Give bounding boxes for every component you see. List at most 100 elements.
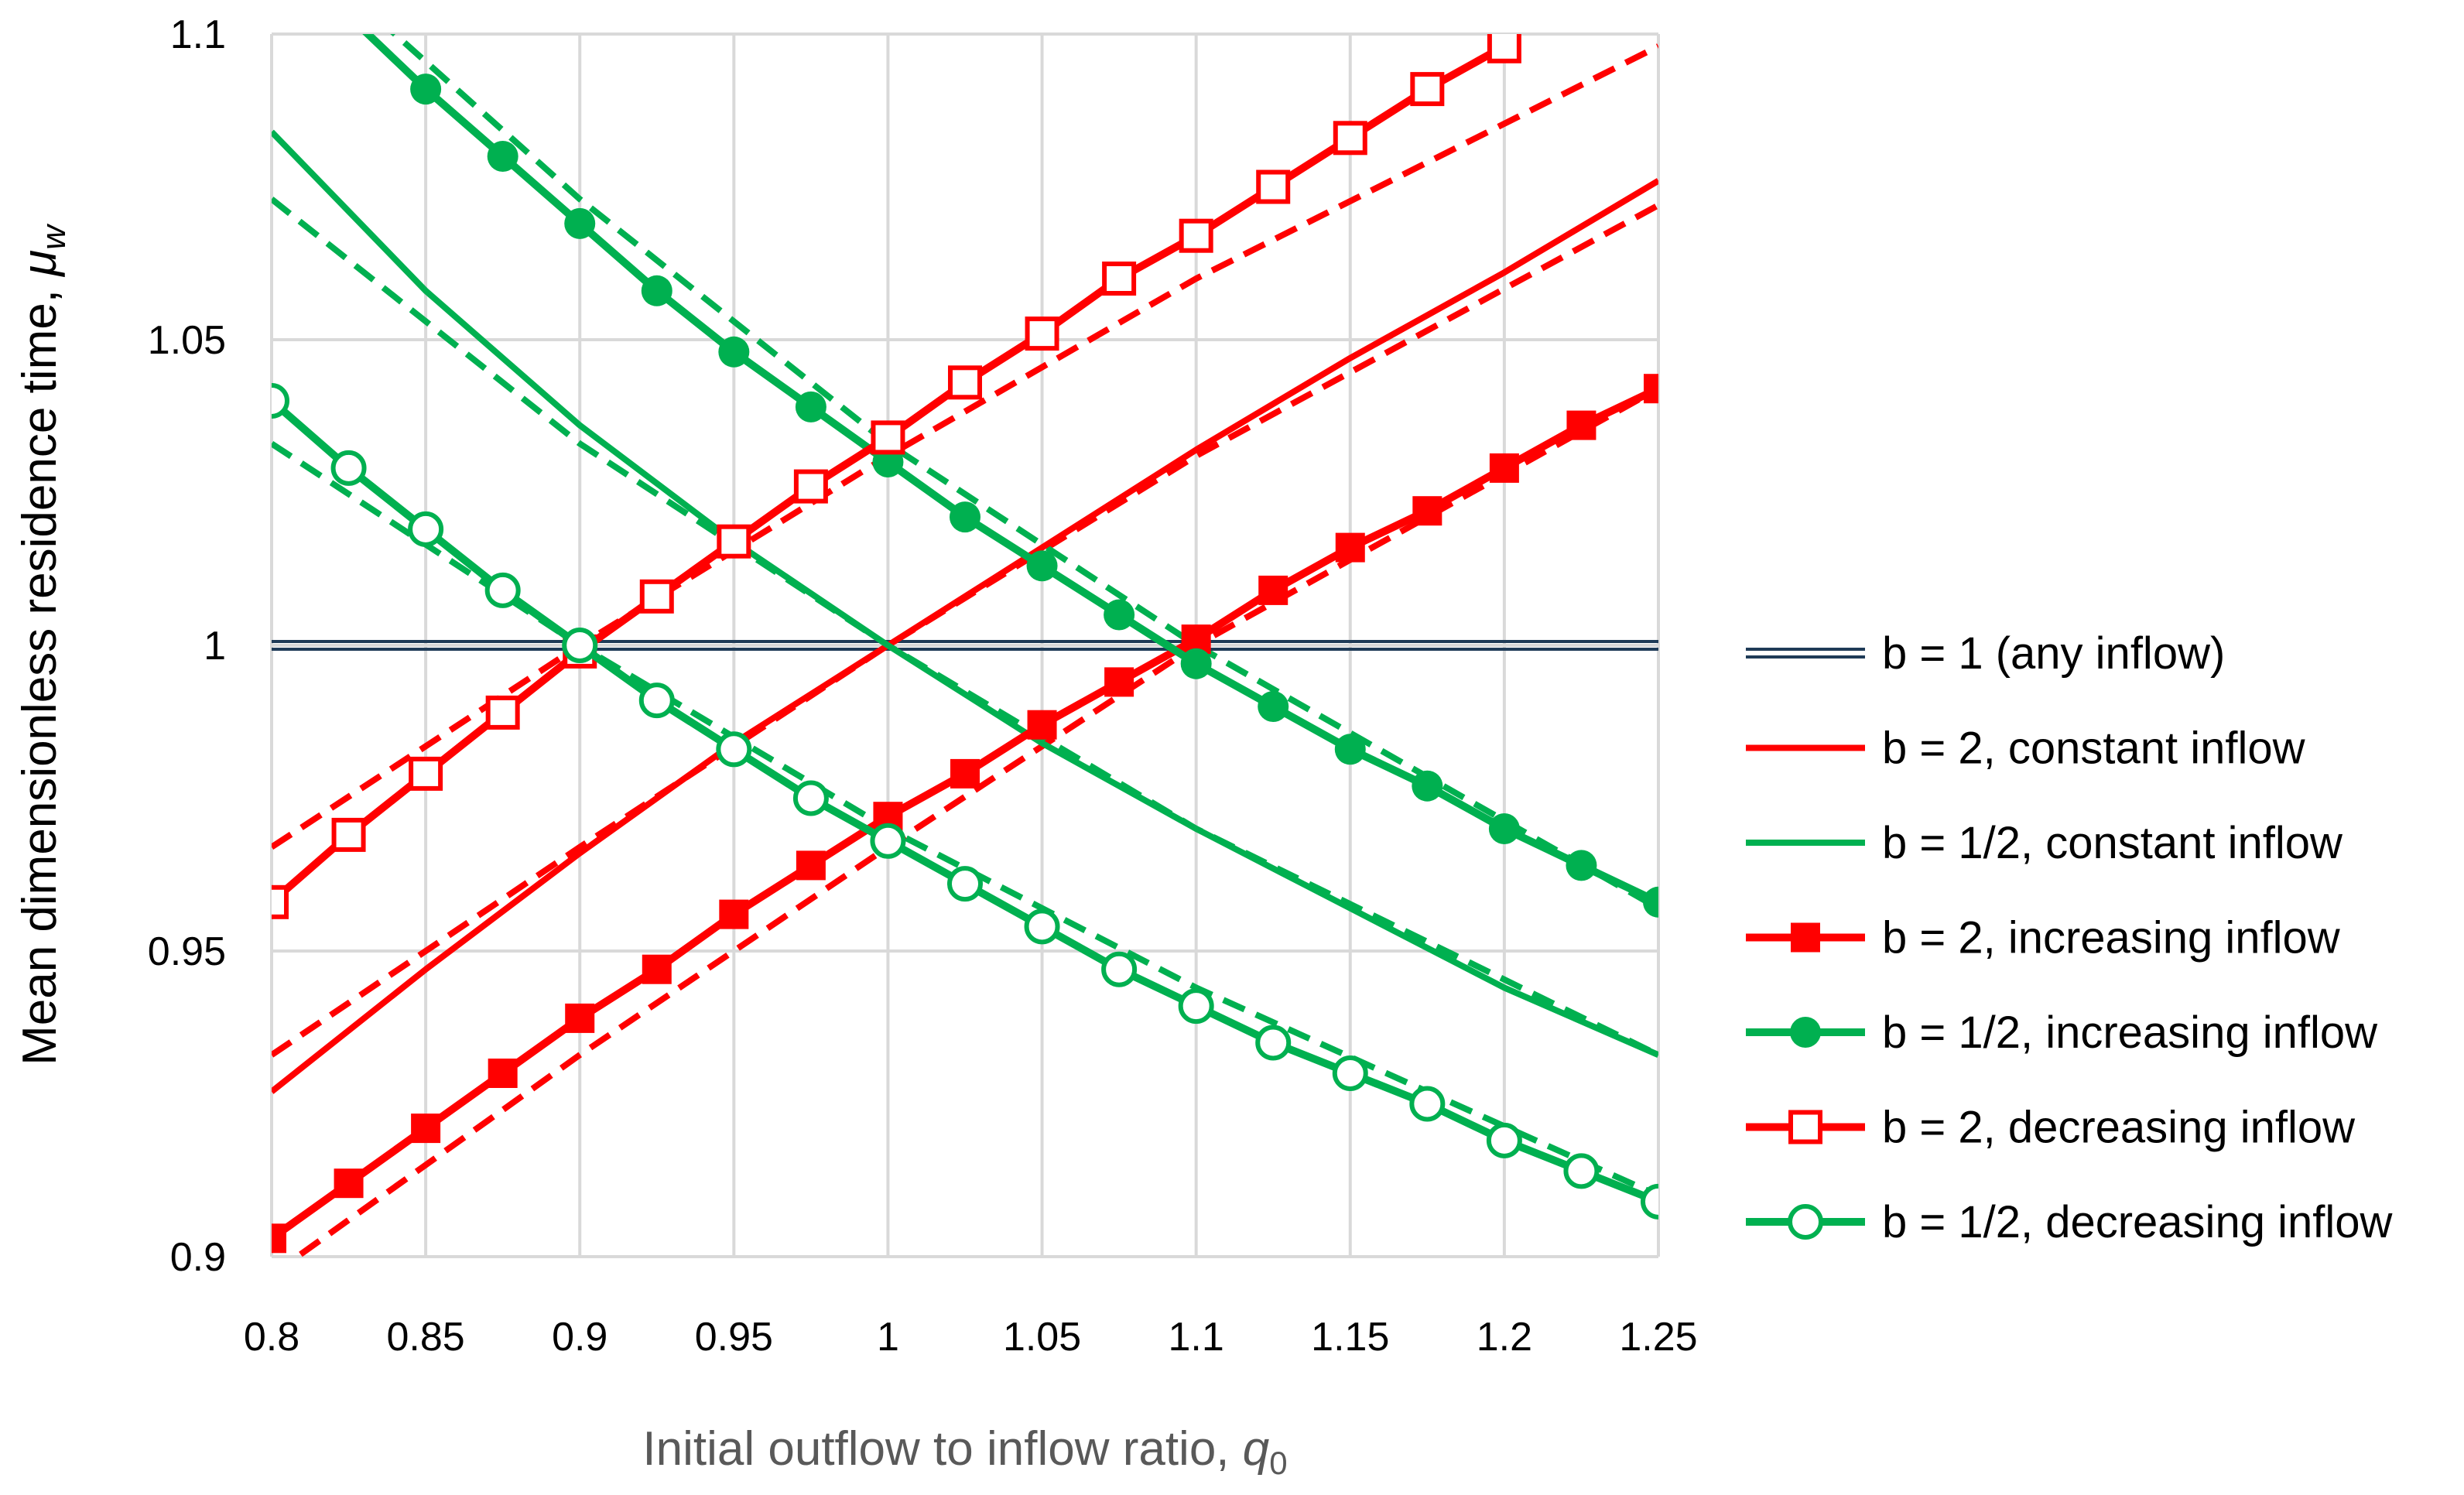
- data-point: [1104, 599, 1135, 631]
- data-point: [1026, 550, 1058, 582]
- data-point: [1566, 410, 1596, 440]
- data-point: [1644, 374, 1658, 404]
- y-tick-label: 1.1: [170, 12, 226, 57]
- data-point: [950, 758, 980, 789]
- data-point: [1333, 121, 1367, 156]
- legend-marker: [1788, 1204, 1823, 1240]
- data-point: [488, 1059, 518, 1088]
- legend-label: b = 2, increasing inflow: [1882, 913, 2341, 963]
- tick-labels: 0.8 0.85 0.9 0.95 1 1.05 1.1 1.15 1.2 1.25 0.9 0.95…: [148, 12, 1698, 1360]
- data-point: [485, 695, 520, 730]
- x-tick-label: 1.1: [1169, 1315, 1224, 1360]
- x-tick-label: 0.95: [695, 1315, 773, 1360]
- data-point: [1179, 218, 1213, 253]
- data-point: [796, 850, 826, 881]
- data-point: [795, 391, 826, 422]
- y-axis-label: Mean dimensionless residence time, μw: [13, 223, 73, 1066]
- series-lines: [272, 34, 1658, 1254]
- legend-label: b = 1/2, constant inflow: [1882, 818, 2343, 868]
- data-point: [947, 866, 983, 902]
- x-tick-label: 1: [877, 1315, 899, 1360]
- data-point: [1255, 1025, 1292, 1061]
- data-point: [331, 817, 366, 852]
- series-0: [272, 640, 1658, 651]
- x-tick-label: 0.9: [552, 1315, 607, 1360]
- legend-marker: [1790, 1017, 1821, 1048]
- data-point: [1643, 886, 1658, 918]
- data-point: [1104, 667, 1134, 697]
- x-tick-label: 1.25: [1619, 1315, 1697, 1360]
- data-point: [1409, 1086, 1446, 1122]
- legend-label: b = 1 (any inflow): [1882, 628, 2225, 679]
- data-point: [484, 572, 521, 608]
- data-point: [1178, 988, 1214, 1025]
- y-tick-label: 0.95: [148, 929, 226, 974]
- data-point: [1566, 850, 1597, 881]
- legend: b = 1 (any inflow) b = 2, constant inflow…: [1746, 628, 2393, 1247]
- data-point: [793, 469, 828, 504]
- data-point: [1258, 691, 1289, 722]
- data-point: [1256, 169, 1291, 204]
- legend-item: b = 2, constant inflow: [1746, 724, 2306, 774]
- legend-item: b = 2, increasing inflow: [1746, 913, 2341, 963]
- axis-labels: Initial outflow to inflow ratio, q0 Mean …: [13, 223, 1288, 1481]
- y-tick-label: 1.05: [148, 318, 226, 363]
- series-1: [272, 178, 1658, 1094]
- data-point: [870, 823, 906, 859]
- data-point: [1335, 532, 1365, 563]
- series-5: [272, 34, 1521, 919]
- data-point: [1486, 1122, 1522, 1158]
- legend-item: b = 2, decreasing inflow: [1746, 1103, 2356, 1153]
- data-point: [1025, 316, 1059, 351]
- data-point: [1024, 908, 1060, 945]
- data-point: [1101, 951, 1138, 987]
- data-point: [718, 336, 750, 368]
- data-point: [1563, 1153, 1600, 1189]
- legend-label: b = 2, decreasing inflow: [1882, 1103, 2356, 1153]
- legend-marker: [1788, 1110, 1822, 1144]
- data-point: [272, 1223, 286, 1254]
- legend-marker: [1791, 922, 1820, 953]
- legend-item: b = 1/2, decreasing inflow: [1746, 1197, 2393, 1247]
- legend-label: b = 2, constant inflow: [1882, 724, 2306, 774]
- x-tick-label: 1.2: [1477, 1315, 1532, 1360]
- data-point: [330, 450, 367, 486]
- data-point: [1332, 1055, 1368, 1091]
- data-point: [716, 731, 752, 768]
- data-point: [1641, 1183, 1658, 1220]
- data-point: [642, 954, 672, 984]
- data-point: [641, 275, 672, 306]
- data-point: [638, 682, 675, 719]
- series-line: [272, 129, 1658, 1058]
- legend-item: b = 1/2, constant inflow: [1746, 818, 2343, 868]
- data-point: [1027, 710, 1057, 740]
- data-point: [1487, 34, 1521, 63]
- data-point: [950, 501, 980, 533]
- series-2: [272, 129, 1658, 1058]
- data-point: [411, 1114, 441, 1144]
- data-point: [272, 383, 289, 419]
- data-point: [717, 524, 751, 559]
- data-point: [1258, 575, 1288, 605]
- data-point: [948, 365, 982, 400]
- data-point: [639, 579, 674, 614]
- data-point: [1489, 453, 1519, 483]
- data-point: [792, 780, 829, 816]
- y-tick-label: 0.9: [170, 1235, 226, 1280]
- x-axis-label: Initial outflow to inflow ratio, q0: [642, 1422, 1287, 1481]
- data-point: [1102, 262, 1137, 296]
- data-point: [1334, 734, 1366, 765]
- x-tick-label: 1.15: [1311, 1315, 1389, 1360]
- data-point: [272, 884, 289, 919]
- x-tick-label: 0.85: [387, 1315, 465, 1360]
- legend-item: b = 1/2, increasing inflow: [1746, 1008, 2378, 1058]
- data-point: [562, 628, 598, 663]
- data-point: [871, 420, 905, 455]
- data-point: [408, 511, 444, 547]
- data-point: [565, 1003, 595, 1033]
- data-point: [1412, 496, 1442, 526]
- x-tick-label: 0.8: [244, 1315, 299, 1360]
- data-point: [1180, 648, 1212, 679]
